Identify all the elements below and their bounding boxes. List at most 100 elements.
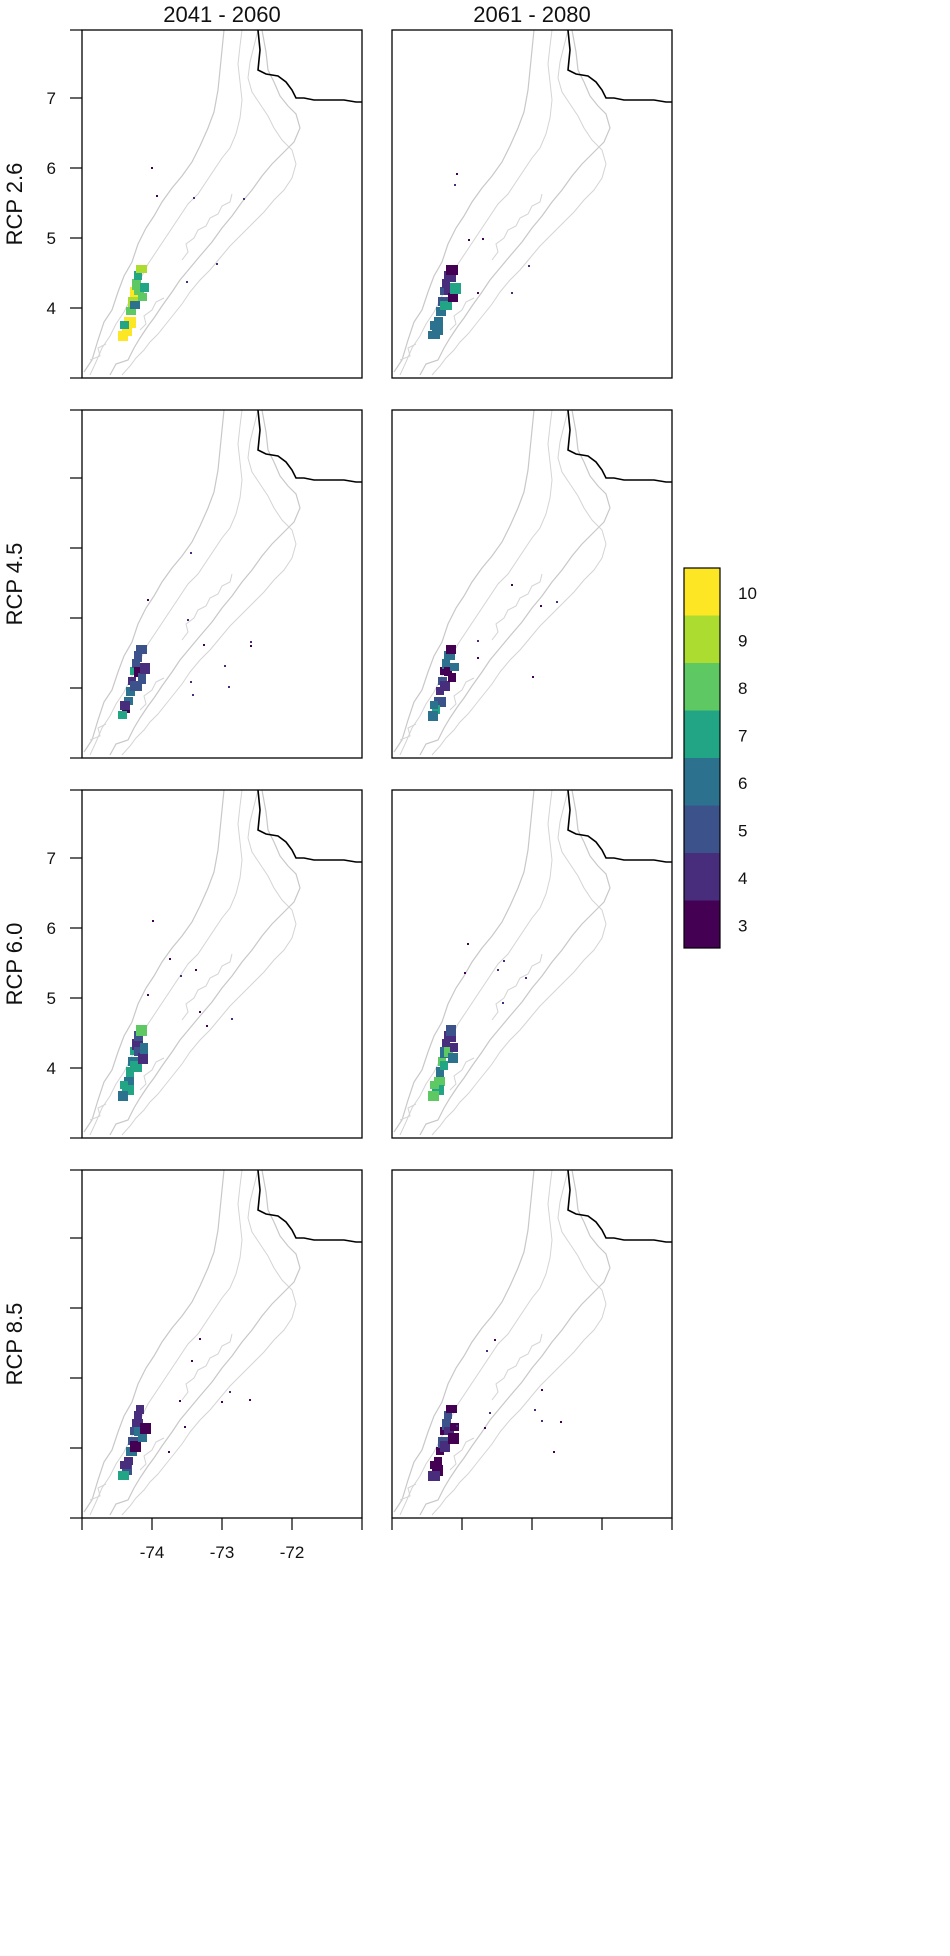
richness-cell <box>450 1423 459 1431</box>
legend-label: 6 <box>738 774 747 793</box>
richness-cell <box>430 1461 438 1469</box>
y-tick-label: 6 <box>47 919 56 938</box>
richness-cell <box>152 920 154 922</box>
y-tick-label: 6 <box>47 159 56 178</box>
map-panel-rcp85-p2061 <box>391 1169 673 1530</box>
richness-cell <box>541 1389 543 1391</box>
legend-swatch <box>684 900 720 948</box>
richness-cell <box>430 1081 439 1089</box>
richness-cell <box>132 659 140 668</box>
richness-cell <box>454 184 456 186</box>
richness-cell <box>124 317 136 328</box>
richness-cell <box>156 195 158 197</box>
richness-cell <box>147 599 149 601</box>
richness-cell <box>193 197 195 199</box>
richness-cell <box>120 1081 128 1089</box>
richness-cell <box>444 271 456 282</box>
column-header-p2041: 2041 - 2060 <box>163 2 280 27</box>
richness-cell <box>486 1350 488 1352</box>
richness-cell <box>432 1085 444 1095</box>
richness-cell <box>126 687 135 696</box>
richness-cell <box>502 1002 504 1004</box>
x-tick-label: -74 <box>140 1543 165 1562</box>
column-header-p2061: 2061 - 2080 <box>473 2 590 27</box>
richness-cell <box>503 960 505 962</box>
richness-cell <box>199 1011 201 1013</box>
map-panel-rcp60-p2061 <box>391 789 673 1139</box>
richness-cell <box>120 321 129 329</box>
richness-cell <box>494 1339 496 1341</box>
richness-cell <box>134 287 144 295</box>
legend-label: 9 <box>738 631 747 650</box>
panel-frame <box>391 789 673 1139</box>
richness-cell <box>477 640 479 642</box>
richness-cell <box>249 1399 251 1401</box>
legend-swatch <box>684 853 720 901</box>
richness-cell <box>228 686 230 688</box>
legend-label: 3 <box>738 916 747 935</box>
richness-cell <box>243 198 245 200</box>
richness-cell <box>203 644 205 646</box>
x-tick-label: -73 <box>210 1543 235 1562</box>
map-panel-rcp45-p2061 <box>391 409 673 759</box>
richness-cell <box>497 969 499 971</box>
richness-cell <box>190 552 192 554</box>
row-label-rcp26: RCP 2.6 <box>2 163 27 246</box>
panel-frame <box>81 789 363 1139</box>
richness-cell <box>432 705 440 714</box>
richness-cell <box>436 1067 444 1077</box>
richness-cell <box>450 663 459 671</box>
richness-cell <box>511 584 513 586</box>
richness-cell <box>122 1085 134 1095</box>
richness-cell <box>206 1025 208 1027</box>
richness-cell <box>140 663 150 674</box>
richness-cell <box>190 681 192 683</box>
richness-cell <box>444 667 452 676</box>
richness-cell <box>136 1025 147 1036</box>
richness-cell <box>456 1425 458 1427</box>
panel-frame <box>391 409 673 759</box>
y-tick-label: 4 <box>47 1059 56 1078</box>
richness-cell <box>444 1031 456 1042</box>
richness-cell <box>250 645 252 647</box>
color-legend: 10 9 8 7 6 5 4 3 <box>683 567 757 949</box>
x-tick-label: -72 <box>280 1543 305 1562</box>
richness-cell <box>468 239 470 241</box>
richness-cell <box>430 321 440 330</box>
y-tick-label: 5 <box>47 989 56 1008</box>
map-panel-rcp26-p2041: 7 6 5 4 <box>47 29 363 379</box>
richness-cell <box>450 283 461 294</box>
richness-cell <box>136 1405 144 1414</box>
richness-cell <box>482 238 484 240</box>
richness-cell <box>532 676 534 678</box>
richness-cell <box>446 265 458 275</box>
y-tick-label: 7 <box>47 89 56 108</box>
row-label-rcp45: RCP 4.5 <box>2 543 27 626</box>
richness-cell <box>560 1421 562 1423</box>
richness-cell <box>231 1018 233 1020</box>
richness-cell <box>442 1039 450 1047</box>
richness-cell <box>430 701 438 709</box>
richness-cell <box>168 1451 170 1453</box>
richness-cell <box>434 1077 445 1086</box>
richness-cell <box>136 645 147 654</box>
richness-cell <box>147 994 149 996</box>
richness-cell <box>140 1423 151 1434</box>
map-panel-rcp45-p2041 <box>70 409 363 759</box>
map-panel-rcp85-p2041: -74 -73 -72 <box>70 1169 363 1562</box>
y-tick-label: 4 <box>47 299 56 318</box>
richness-cell <box>442 1419 451 1430</box>
richness-cell <box>444 1047 453 1057</box>
richness-cell <box>477 292 479 294</box>
richness-cell <box>138 1053 148 1064</box>
richness-cell <box>192 694 194 696</box>
panel-frame <box>391 29 673 379</box>
richness-cell <box>138 673 146 684</box>
richness-cell <box>184 1426 186 1428</box>
richness-cell <box>448 1053 458 1063</box>
legend-label: 5 <box>738 821 747 840</box>
richness-cell <box>442 279 450 288</box>
richness-cell <box>525 977 527 979</box>
richness-cell <box>250 641 252 643</box>
